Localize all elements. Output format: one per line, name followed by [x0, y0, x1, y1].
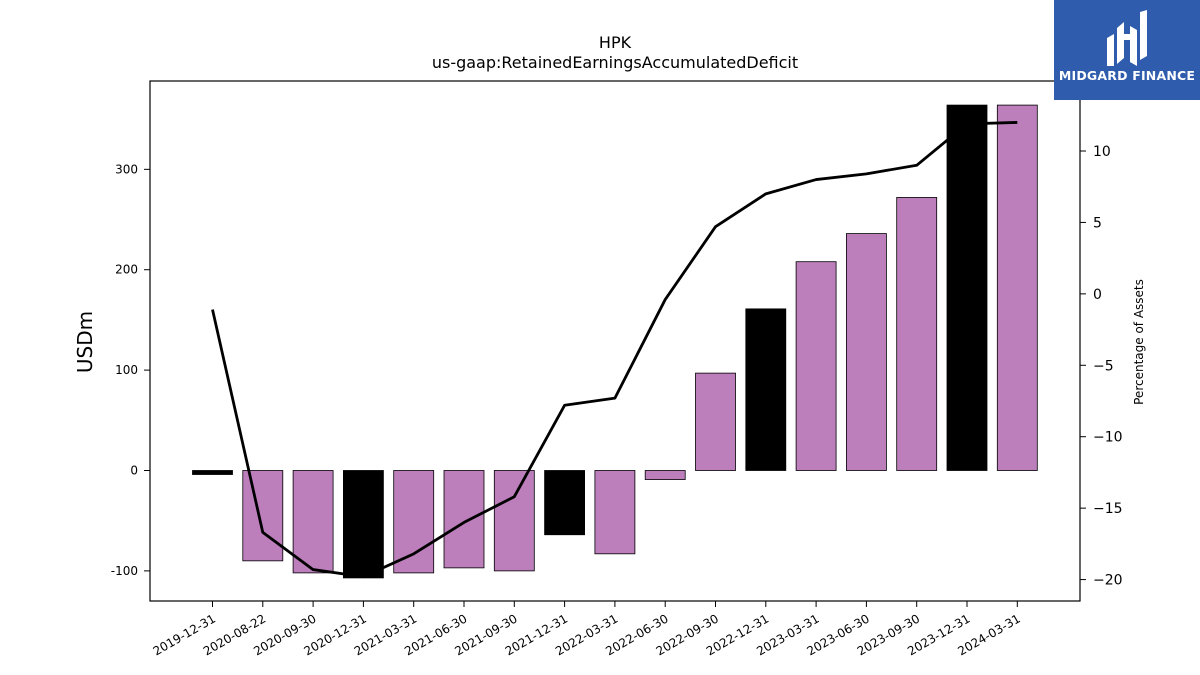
midgard-logo-icon — [1107, 10, 1147, 66]
bar-2022-03-31 — [594, 470, 636, 555]
y2-axis-label: Percentage of Assets — [1132, 279, 1146, 405]
percentage-of-assets-line — [211, 121, 1018, 579]
bar-2022-06-30 — [644, 470, 686, 480]
bar-2020-08-22 — [242, 470, 284, 562]
y2-tick-label: −20 — [1093, 573, 1123, 589]
y-tick-label: 300 — [115, 162, 138, 176]
bar-2019-12-31 — [192, 470, 233, 475]
bar-2021-12-31 — [544, 470, 585, 536]
y-tick-label: 100 — [115, 363, 138, 377]
bar-2020-09-30 — [292, 470, 334, 574]
chart-subtitle: us-gaap:RetainedEarningsAccumulatedDefic… — [432, 53, 798, 72]
y2-tick-label: 5 — [1093, 215, 1102, 231]
y-tick-label: 200 — [115, 263, 138, 277]
y-axis-label: USDm — [73, 311, 97, 373]
bar-2023-12-31 — [946, 104, 988, 471]
y2-tick-label: −15 — [1093, 501, 1123, 517]
brand-name: MIDGARD FINANCE — [1058, 68, 1196, 83]
plot-area: -1000100200300−20−15−10−505102019-12-312… — [111, 80, 1123, 658]
y-tick-label: 0 — [130, 463, 138, 477]
y-tick-label: -100 — [111, 564, 138, 578]
brand-logo: MIDGARD FINANCE — [1054, 0, 1200, 100]
chart-title: HPK — [599, 33, 632, 52]
y2-tick-label: 0 — [1093, 287, 1102, 303]
bar-2023-06-30 — [846, 233, 887, 471]
y2-tick-label: −10 — [1093, 430, 1123, 446]
bar-2021-09-30 — [493, 470, 535, 572]
y2-tick-label: 10 — [1093, 144, 1111, 160]
bar-2023-03-31 — [795, 261, 837, 471]
bar-2024-03-31 — [996, 104, 1038, 471]
bar-2022-09-30 — [695, 372, 736, 471]
bar-2021-06-30 — [443, 470, 485, 569]
bar-2020-12-31 — [342, 470, 384, 579]
y2-tick-label: −5 — [1093, 358, 1114, 374]
bar-2022-12-31 — [745, 308, 787, 471]
bar-2021-03-31 — [393, 470, 435, 574]
bar-2023-09-30 — [896, 197, 938, 471]
